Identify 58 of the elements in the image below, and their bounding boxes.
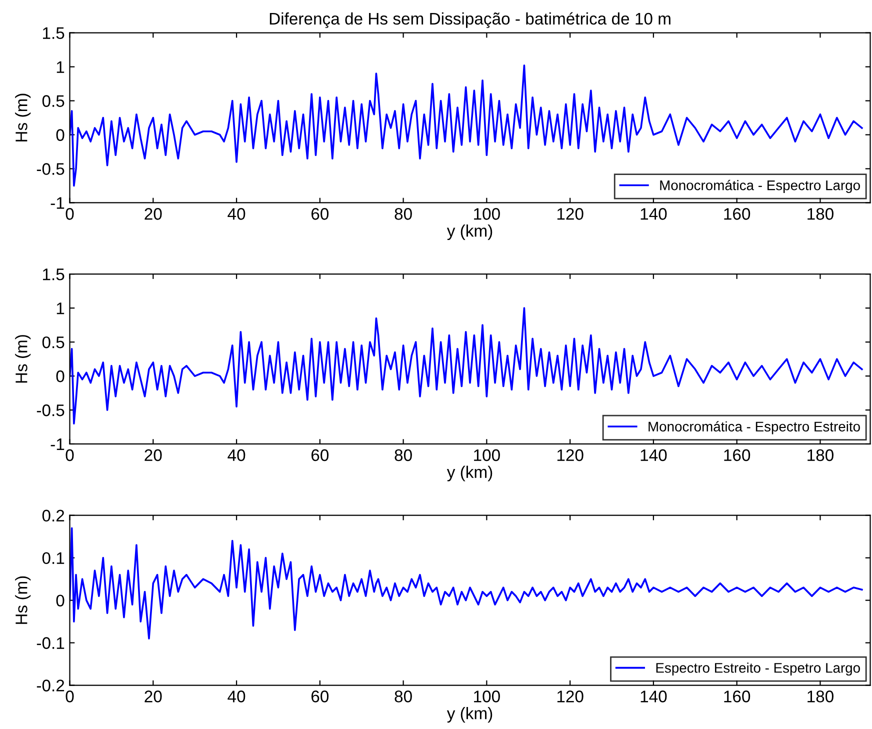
- x-tick-label: 60: [311, 208, 329, 220]
- y-tick-label: 0.5: [42, 95, 64, 107]
- legend-label: Monocromática - Espectro Largo: [660, 180, 860, 193]
- chart-title: Diferença de Hs sem Dissipação - batimétrica de 10 m: [270, 12, 670, 28]
- x-tick-label: 180: [808, 690, 834, 702]
- x-tick-label: 80: [394, 449, 412, 462]
- x-tick-label: 100: [474, 690, 500, 702]
- y-tick-label: -0.2: [36, 680, 64, 692]
- x-tick-label: 180: [808, 449, 834, 462]
- x-tick-label: 120: [557, 208, 584, 220]
- x-tick-label: 160: [724, 449, 750, 462]
- x-tick-label: 40: [228, 208, 246, 220]
- x-tick-label: 120: [557, 690, 584, 702]
- x-tick-label: 140: [640, 690, 667, 702]
- x-tick-label: 40: [228, 449, 246, 462]
- y-axis-title: Hs (m): [15, 576, 31, 624]
- y-tick-label: 1: [56, 61, 64, 73]
- x-axis-title: y (km): [446, 707, 492, 723]
- y-axis-title: Hs (m): [15, 335, 31, 383]
- y-axis-title: Hs (m): [15, 94, 31, 142]
- x-tick-label: 20: [144, 690, 162, 702]
- x-tick-label: 0: [66, 449, 74, 462]
- x-tick-label: 60: [311, 690, 329, 702]
- x-tick-label: 80: [394, 690, 412, 702]
- y-tick-label: 1: [56, 302, 64, 314]
- y-tick-label: 0: [56, 370, 64, 382]
- x-tick-label: 160: [724, 690, 750, 702]
- x-tick-label: 120: [557, 449, 584, 462]
- y-tick-label: 0.2: [42, 510, 64, 522]
- legend-label: Espectro Estreito - Espetro Largo: [656, 662, 860, 676]
- x-tick-label: 0: [66, 208, 74, 220]
- y-tick-label: -1: [50, 438, 64, 450]
- x-axis-title: y (km): [446, 224, 492, 240]
- x-tick-label: 100: [474, 208, 500, 220]
- y-tick-label: 0: [56, 129, 64, 141]
- y-tick-label: 1.5: [43, 268, 64, 280]
- x-axis-title: y (km): [446, 466, 492, 482]
- y-tick-label: -1: [50, 197, 64, 209]
- y-tick-label: -0.5: [36, 163, 64, 175]
- x-tick-label: 160: [724, 208, 750, 220]
- x-tick-label: 40: [228, 690, 246, 702]
- x-tick-label: 100: [474, 449, 500, 462]
- y-tick-label: 0: [56, 594, 64, 607]
- x-tick-label: 0: [66, 690, 74, 702]
- x-tick-label: 20: [144, 449, 162, 462]
- x-tick-label: 140: [640, 449, 667, 462]
- y-tick-label: 0.5: [42, 336, 64, 348]
- y-tick-label: 1.5: [43, 27, 64, 40]
- y-tick-label: 0.1: [42, 552, 64, 564]
- x-tick-label: 140: [640, 208, 667, 220]
- x-tick-label: 180: [808, 208, 834, 220]
- line-series: [70, 527, 863, 640]
- legend-label: Monocromática - Espectro Estreito: [648, 421, 860, 434]
- y-tick-label: -0.5: [36, 404, 64, 416]
- y-tick-label: -0.1: [36, 637, 64, 649]
- x-tick-label: 20: [144, 208, 162, 220]
- x-tick-label: 80: [394, 208, 412, 220]
- x-tick-label: 60: [311, 449, 329, 462]
